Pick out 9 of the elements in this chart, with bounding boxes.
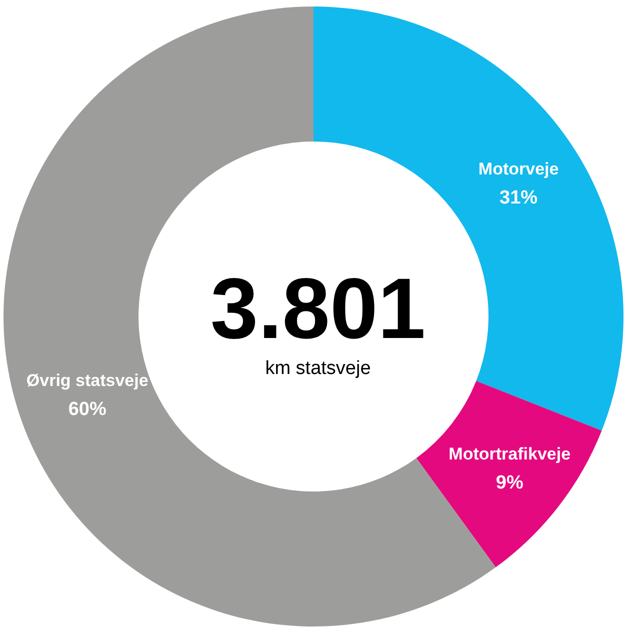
slice-label: Øvrig statsveje xyxy=(26,370,148,390)
text: 3.801 xyxy=(210,261,426,357)
data-label: 60% xyxy=(68,398,106,420)
data-label: 9% xyxy=(496,472,524,494)
donut-slice xyxy=(416,380,602,568)
slice-label: Motortrafikveje xyxy=(448,444,571,464)
slice-label: Motorveje xyxy=(478,160,559,179)
data-label: 31% xyxy=(500,188,538,209)
text: km statsveje xyxy=(265,358,371,379)
